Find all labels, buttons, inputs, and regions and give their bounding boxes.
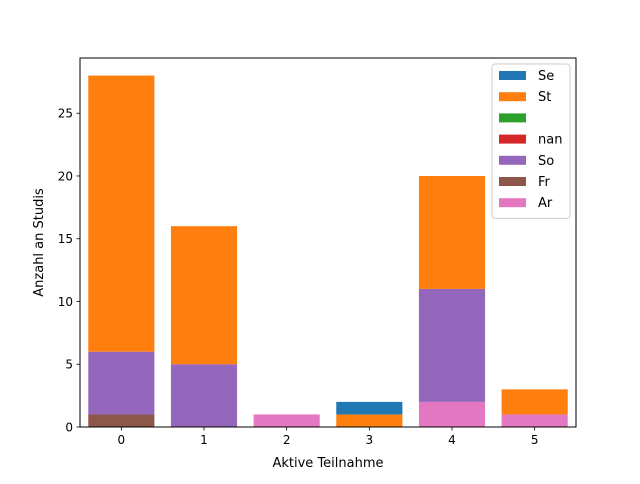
x-tick-label: 5 <box>531 433 539 447</box>
x-tick-label: 3 <box>366 433 374 447</box>
x-tick-label: 4 <box>448 433 456 447</box>
bar-Ar-5 <box>501 414 568 427</box>
bar-Fr-0 <box>88 414 155 427</box>
bar-St-0 <box>88 75 155 352</box>
legend-swatch-unnamed <box>499 113 526 123</box>
bar-Se-3 <box>336 401 403 415</box>
bars-layer <box>88 75 568 427</box>
legend-label: Se <box>538 69 554 84</box>
bar-St-1 <box>170 226 238 365</box>
y-tick-label: 15 <box>58 232 73 246</box>
y-tick-label: 20 <box>58 169 73 183</box>
legend-swatch-nan <box>499 134 526 144</box>
x-tick-label: 0 <box>118 433 126 447</box>
y-tick-label: 10 <box>58 295 73 309</box>
legend-label: So <box>538 154 554 169</box>
x-tick-label: 2 <box>283 433 291 447</box>
legend: Se St nan So Fr Ar <box>491 63 571 219</box>
y-tick-label: 0 <box>65 421 73 435</box>
plot-frame <box>79 57 577 428</box>
legend-swatch-St <box>499 92 526 102</box>
y-axis: 0 5 10 15 20 25 <box>58 107 80 435</box>
y-tick-label: 5 <box>65 358 73 372</box>
legend-label: nan <box>538 133 562 148</box>
legend-swatch-Se <box>499 71 526 80</box>
bar-So-0 <box>88 351 155 415</box>
bar-So-4 <box>418 288 486 402</box>
x-axis-label: Aktive Teilnahme <box>272 456 383 471</box>
legend-swatch-Ar <box>499 198 526 208</box>
legend-label: Ar <box>538 196 553 211</box>
legend-label: St <box>538 90 551 105</box>
bar-St-5 <box>501 389 568 415</box>
x-tick-label: 1 <box>200 433 208 447</box>
y-axis-label: Anzahl an Studis <box>32 188 47 297</box>
x-axis: 0 1 2 3 4 5 <box>118 427 539 447</box>
bar-Ar-2 <box>253 414 320 427</box>
bar-So-1 <box>170 364 238 427</box>
legend-swatch-So <box>499 155 526 165</box>
bar-St-4 <box>418 175 486 289</box>
bar-St-3 <box>336 414 403 427</box>
legend-label: Fr <box>538 175 551 190</box>
legend-swatch-Fr <box>499 177 526 186</box>
y-tick-label: 25 <box>58 107 73 121</box>
bar-Ar-4 <box>418 401 486 427</box>
